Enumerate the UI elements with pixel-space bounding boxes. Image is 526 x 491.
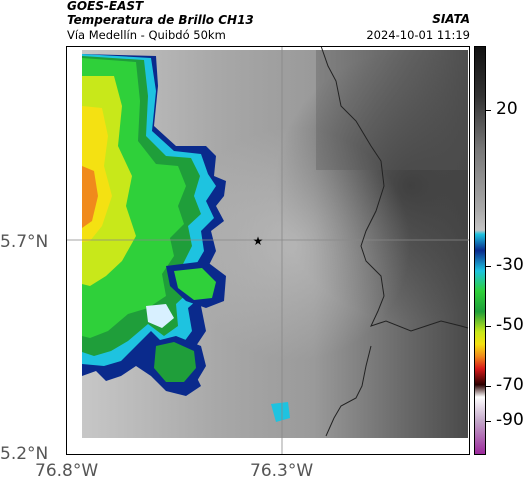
lon-label-76-3: 76.3°W — [250, 461, 314, 481]
cb-tick-20 — [486, 110, 491, 111]
cb-label-minus70: -70 — [496, 375, 524, 395]
product-title: Temperatura de Brillo CH13 — [67, 13, 254, 27]
cb-label-minus90: -90 — [496, 410, 524, 430]
region-subtitle: Vía Medellín - Quibdó 50km — [67, 28, 226, 42]
satellite-map[interactable]: ★ — [66, 46, 470, 455]
cloud-mass — [82, 54, 290, 422]
lat-label-5-7: 5.7°N — [0, 232, 49, 252]
cb-label-minus50: -50 — [496, 315, 524, 335]
colorbar — [474, 46, 486, 455]
cb-tick-minus70 — [486, 386, 491, 387]
cb-tick-minus90 — [486, 421, 491, 422]
cb-tick-minus30 — [486, 266, 491, 267]
provider-label: SIATA — [432, 12, 470, 26]
star-icon: ★ — [253, 234, 264, 248]
timestamp-label: 2024-10-01 11:19 — [366, 28, 470, 42]
cb-label-20: 20 — [496, 99, 518, 119]
cb-tick-minus50 — [486, 326, 491, 327]
satellite-title: GOES-EAST — [67, 0, 144, 13]
lon-label-76-8: 76.8°W — [35, 461, 99, 481]
cb-label-minus30: -30 — [496, 255, 524, 275]
border-line — [320, 46, 469, 437]
lat-label-5-2: 5.2°N — [0, 444, 49, 464]
